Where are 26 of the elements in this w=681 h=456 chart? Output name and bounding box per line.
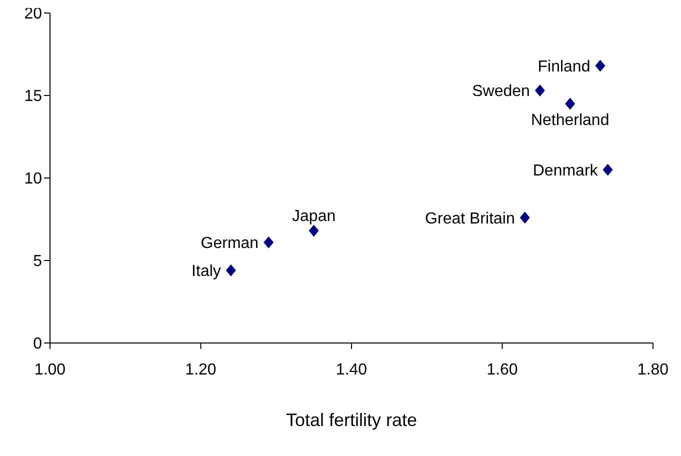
annotation: Finland bbox=[538, 58, 590, 76]
x-tick-label: 1.60 bbox=[486, 361, 518, 378]
x-tick-label: 1.40 bbox=[336, 361, 368, 378]
point bbox=[534, 84, 545, 97]
annotation: Denmark bbox=[532, 162, 599, 180]
point bbox=[520, 212, 530, 224]
annotation: Japan bbox=[292, 208, 336, 225]
y-tick-label: 15 bbox=[24, 88, 42, 106]
point bbox=[565, 98, 576, 110]
point bbox=[308, 224, 319, 237]
annotation: Netherland bbox=[530, 112, 610, 130]
y-tick-label: 0 bbox=[33, 336, 42, 353]
x-tick-label: 1.80 bbox=[637, 361, 669, 378]
point bbox=[226, 264, 236, 276]
annotation: Great Britain bbox=[425, 210, 515, 228]
y-tick-label: 5 bbox=[33, 253, 42, 270]
point bbox=[264, 236, 274, 248]
x-tick-label: 1.00 bbox=[34, 361, 66, 378]
annotation: German bbox=[200, 235, 259, 252]
point bbox=[595, 60, 606, 72]
annotation: Italy bbox=[192, 263, 221, 280]
annotation: Sweden bbox=[472, 83, 530, 100]
y-tick-label: 10 bbox=[24, 170, 42, 188]
x-tick-label: 1.20 bbox=[185, 361, 216, 378]
point bbox=[602, 164, 613, 176]
x-axis-title: Total fertility rate bbox=[286, 410, 418, 430]
